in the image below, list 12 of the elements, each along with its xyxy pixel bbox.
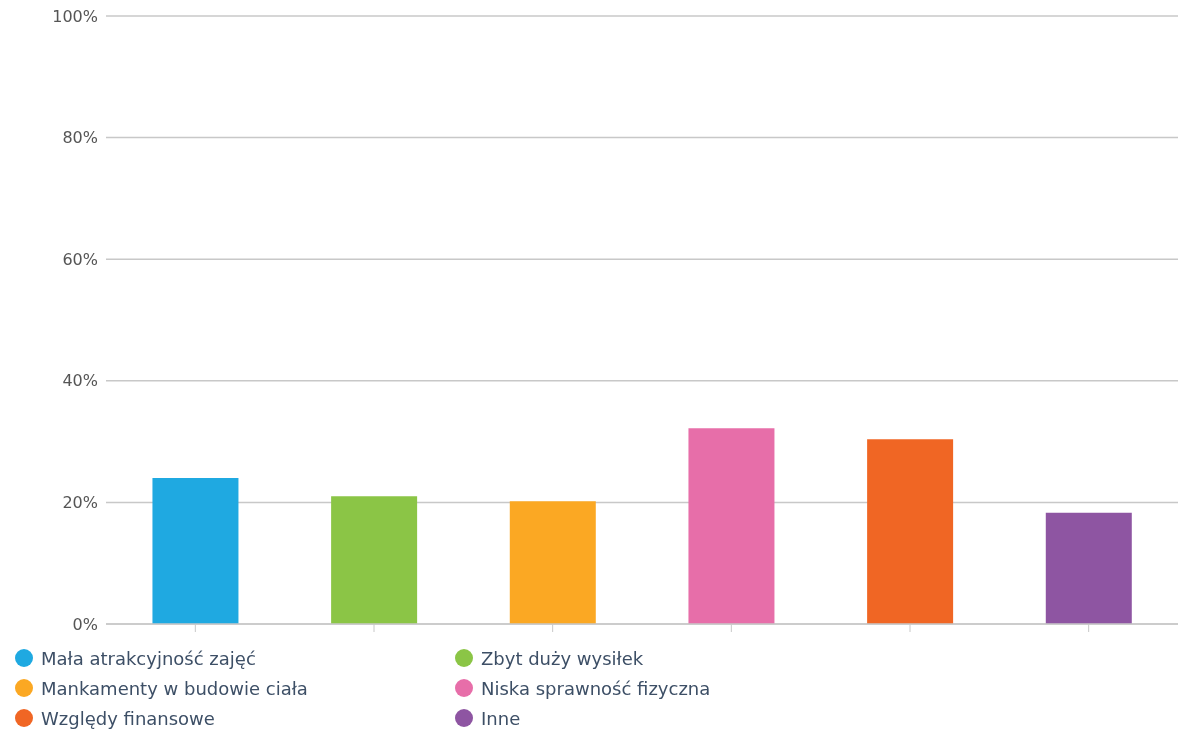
y-tick-label: 0% [72,614,98,634]
legend-label: Względy finansowe [41,707,215,729]
legend-label: Zbyt duży wysiłek [481,647,644,669]
legend-label: Inne [481,707,521,729]
legend-label: Mankamenty w budowie ciała [41,677,308,699]
y-tick-label: 60% [62,249,98,269]
y-tick-label: 100% [52,6,98,26]
legend-label: Niska sprawność fizyczna [481,677,711,699]
y-tick-label: 20% [62,493,98,513]
y-tick-label: 40% [62,371,98,391]
y-tick-label: 80% [62,128,98,148]
legend-label: Mała atrakcyjność zajęć [41,647,256,669]
